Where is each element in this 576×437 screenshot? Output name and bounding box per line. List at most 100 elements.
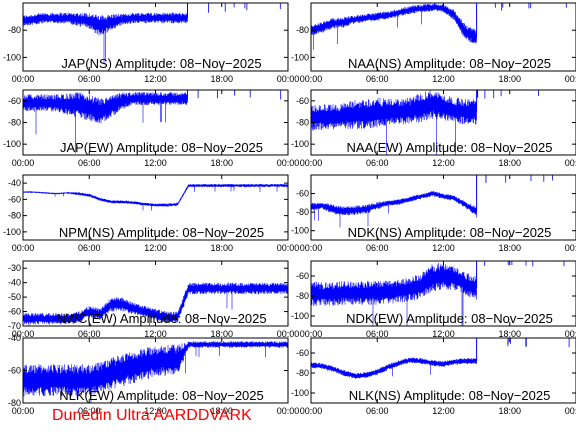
y-tick-label: -100	[3, 139, 21, 149]
x-tick-label: 00:00	[565, 243, 576, 253]
y-tick-label: -60	[8, 366, 21, 376]
x-tick-label: 12:00	[144, 406, 167, 416]
y-tick-label: -40	[8, 278, 21, 288]
chart-panel: 00:00 06:00 12:00 18:00 00:00 -100 -80 -60 NAA(E…	[291, 89, 576, 168]
x-tick-label: 12:00	[432, 243, 455, 253]
chart-panel: 00:00 06:00 12:00 18:00 00:00 -100 -80 -60 JAP(E…	[3, 89, 300, 168]
x-tick-label: 00:00	[300, 158, 323, 168]
chart-panel: 00:00 06:00 12:00 18:00 00:00 -100 -80 NAA(NS) …	[291, 2, 576, 84]
y-tick-label: -60	[8, 307, 21, 317]
chart-panel: 00:00 06:00 12:00 18:00 00:00 -100 -80 -60 NDK(N…	[291, 174, 576, 253]
x-tick-label: 18:00	[210, 243, 233, 253]
x-tick-label: 12:00	[432, 329, 455, 339]
x-tick-label: 00:00	[300, 243, 323, 253]
x-tick-label: 00:00	[277, 329, 300, 339]
x-tick-label: 18:00	[210, 406, 233, 416]
panel-title: NPM(NS) Amplitude: 08−Nov−2025	[59, 225, 264, 240]
x-tick-label: 06:00	[78, 243, 101, 253]
y-tick-label: -80	[296, 118, 309, 128]
x-tick-label: 00:00	[565, 329, 576, 339]
dropout-marks	[476, 90, 539, 99]
dropout-marks	[494, 3, 567, 11]
y-tick-label: -80	[296, 25, 309, 35]
x-tick-label: 18:00	[498, 329, 521, 339]
x-tick-label: 00:00	[277, 74, 300, 84]
x-tick-label: 00:00	[277, 158, 300, 168]
panel-title: NWC(EW) Amplitude: 08−Nov−2025	[56, 311, 266, 326]
panel-title: JAP(EW) Amplitude: 08−Nov−2025	[60, 140, 263, 155]
y-tick-label: -60	[296, 96, 309, 106]
x-tick-label: 00:00	[277, 243, 300, 253]
dropout-marks	[208, 3, 281, 13]
x-tick-label: 00:00	[12, 243, 35, 253]
dropout-marks	[484, 261, 565, 267]
panel-title: NLK(EW) Amplitude: 08−Nov−2025	[59, 388, 264, 403]
x-tick-label: 00:00	[12, 158, 35, 168]
series-trace	[310, 3, 477, 50]
series-trace	[310, 191, 477, 228]
y-tick-label: -60	[296, 271, 309, 281]
x-tick-label: 00:00	[565, 406, 576, 416]
y-tick-label: -100	[291, 311, 309, 321]
y-tick-label: -80	[296, 368, 309, 378]
series-trace	[310, 357, 477, 379]
chart-panel: 00:00 06:00 12:00 18:00 00:00 -100 -80 -60 NDK(E…	[291, 260, 576, 339]
y-tick-label: -100	[3, 52, 21, 62]
panel-title: NLK(NS) Amplitude: 08−Nov−2025	[349, 388, 551, 403]
y-tick-label: -40	[8, 333, 21, 343]
x-tick-label: 00:00	[300, 406, 323, 416]
y-tick-label: -60	[296, 348, 309, 358]
chart-panel: 00:00 06:00 12:00 18:00 00:00 -100 -80 -60 NLK(N…	[291, 337, 576, 416]
x-tick-label: 06:00	[366, 74, 389, 84]
x-tick-label: 18:00	[210, 329, 233, 339]
y-tick-label: -80	[296, 291, 309, 301]
x-tick-label: 06:00	[366, 158, 389, 168]
x-tick-label: 12:00	[432, 74, 455, 84]
x-tick-label: 06:00	[78, 406, 101, 416]
x-tick-label: 12:00	[144, 74, 167, 84]
x-tick-label: 00:00	[300, 329, 323, 339]
x-tick-label: 00:00	[12, 329, 35, 339]
y-tick-label: -80	[8, 25, 21, 35]
x-tick-label: 12:00	[432, 158, 455, 168]
y-tick-label: -60	[296, 189, 309, 199]
dropout-marks	[507, 338, 570, 348]
y-tick-label: -80	[8, 118, 21, 128]
x-tick-label: 12:00	[432, 406, 455, 416]
x-tick-label: 06:00	[366, 329, 389, 339]
series-trace	[22, 183, 289, 211]
x-tick-label: 06:00	[78, 329, 101, 339]
y-tick-label: -40	[8, 178, 21, 188]
x-tick-label: 00:00	[12, 74, 35, 84]
x-tick-label: 18:00	[210, 74, 233, 84]
y-tick-label: -100	[291, 226, 309, 236]
y-tick-label: -80	[296, 207, 309, 217]
chart-panel: 00:00 06:00 12:00 18:00 00:00-70-60-50-40-30…	[8, 260, 300, 339]
x-tick-label: 12:00	[144, 158, 167, 168]
x-tick-label: 18:00	[498, 406, 521, 416]
dropout-marks	[197, 90, 282, 100]
panel-title: NDK(NS) Amplitude: 08−Nov−2025	[348, 225, 552, 240]
y-tick-label: -100	[291, 52, 309, 62]
x-tick-label: 00:00	[277, 406, 300, 416]
y-tick-label: -100	[291, 139, 309, 149]
dropout-marks	[485, 175, 553, 183]
y-tick-label: -50	[8, 292, 21, 302]
x-tick-label: 00:00	[300, 74, 323, 84]
x-tick-label: 06:00	[78, 158, 101, 168]
footer-caption: Dunedin Ultra AARDDVARK	[52, 407, 252, 424]
y-tick-label: -100	[291, 388, 309, 398]
x-tick-label: 06:00	[78, 74, 101, 84]
x-tick-label: 12:00	[144, 329, 167, 339]
panel-title: JAP(NS) Amplitude: 08−Nov−2025	[61, 56, 261, 71]
y-tick-label: -60	[8, 96, 21, 106]
y-tick-label: -80	[8, 398, 21, 408]
panel-title: NAA(EW) Amplitude: 08−Nov−2025	[347, 140, 553, 155]
panel-title: NAA(NS) Amplitude: 08−Nov−2025	[348, 56, 551, 71]
chart-panel: 00:00 06:00 12:00 18:00 00:00 -100 -80 -60 -40 NP…	[3, 174, 300, 253]
x-tick-label: 12:00	[144, 243, 167, 253]
panel-title: NDK(EW) Amplitude: 08−Nov−2025	[346, 311, 553, 326]
chart-panel: 00:00 06:00 12:00 18:00 00:00-80-60-40NLK(EW…	[8, 333, 299, 416]
